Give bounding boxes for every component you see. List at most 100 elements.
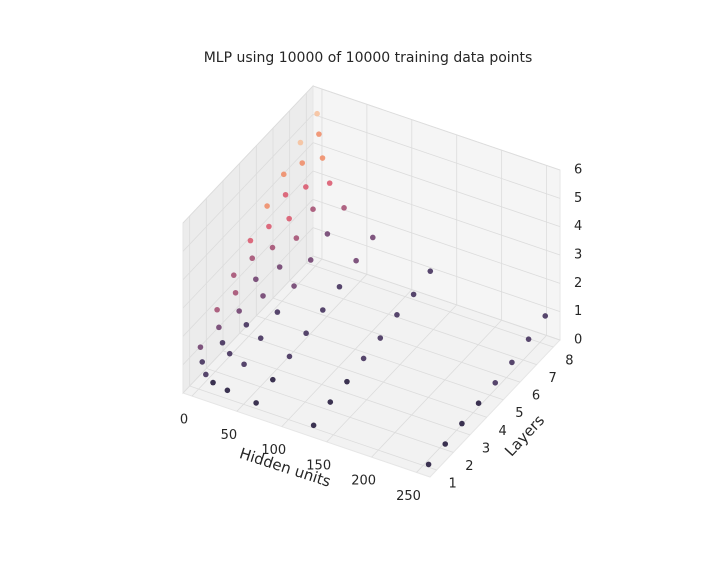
x-tick-label: 50 [221,428,238,443]
panes [182,84,561,478]
grid-line [312,170,561,256]
point [224,387,231,394]
point [492,380,499,386]
grid-line [182,199,314,337]
point [280,171,287,178]
point [253,400,259,406]
grid-line [182,227,314,365]
point [286,353,293,360]
grid-line [289,280,537,365]
grid-line [306,262,554,348]
y-tick-label: 8 [565,354,573,369]
point [303,184,309,190]
point [319,307,326,313]
point [316,131,322,137]
x-tick-label: 100 [261,443,286,458]
point [410,291,417,298]
grid-line [416,335,547,473]
point [291,283,297,289]
x-tick-label: 200 [351,474,376,489]
point [314,110,320,117]
point [425,461,432,468]
point [307,257,314,263]
point [274,309,281,315]
z-tick-label: 6 [574,163,582,178]
point [344,378,350,385]
grid-line [222,350,471,436]
grid-line [312,198,561,284]
point [282,191,289,198]
point [377,335,384,341]
grid-line [236,274,368,412]
z-tick-label: 4 [574,219,582,234]
y-axis-label: Layers [501,411,548,460]
grid-line [371,319,502,458]
point [336,283,343,290]
point [324,231,331,237]
z-tick-label: 1 [574,304,582,319]
point [341,205,347,211]
point [214,306,220,313]
point [310,206,316,212]
point [243,321,250,328]
y-tick-label: 7 [549,371,557,386]
point [326,180,333,186]
point [199,359,206,365]
point [542,313,549,319]
grid-line [256,315,504,401]
point [297,139,304,146]
point [210,379,216,386]
grid-line [312,113,561,199]
grid-line [206,368,454,453]
point [525,336,532,342]
point [216,324,222,331]
z-tick-label: 5 [574,191,582,206]
point [232,289,239,296]
point [219,339,226,346]
z-tick-label: 0 [574,333,582,348]
point [459,420,465,427]
point [269,244,276,251]
y-tick-label: 1 [449,476,457,491]
point [310,422,317,429]
point [264,203,270,209]
grid-line [312,255,561,341]
point [360,355,367,362]
grid-line [191,258,323,397]
point [293,235,300,241]
point [230,272,237,278]
y-tick-label: 4 [499,424,507,439]
point [353,257,359,264]
point [509,359,515,366]
x-tick-label: 250 [396,489,421,504]
point [319,155,326,161]
y-tick-label: 5 [515,406,523,421]
point [299,160,306,166]
grid-line [281,289,413,427]
grid-line [272,297,521,383]
point [266,223,272,230]
y-tick-label: 6 [532,389,540,404]
grid-line [326,304,457,443]
point [253,276,259,283]
point [394,312,400,318]
x-tick-label: 0 [180,413,188,428]
point [260,293,266,299]
grid-line [182,142,314,280]
z-tick-label: 3 [574,248,582,263]
point [236,308,242,314]
point [269,376,276,383]
grid-line [312,227,561,313]
z-tick-label: 2 [574,276,582,291]
grid-line [312,85,561,171]
point [303,330,309,337]
point [247,237,254,244]
point [276,264,283,270]
point [427,268,434,274]
grid-line [312,142,561,228]
point [327,399,334,405]
point [257,335,264,341]
chart-title: MLP using 10000 of 10000 training data p… [204,50,533,66]
point [475,400,482,406]
